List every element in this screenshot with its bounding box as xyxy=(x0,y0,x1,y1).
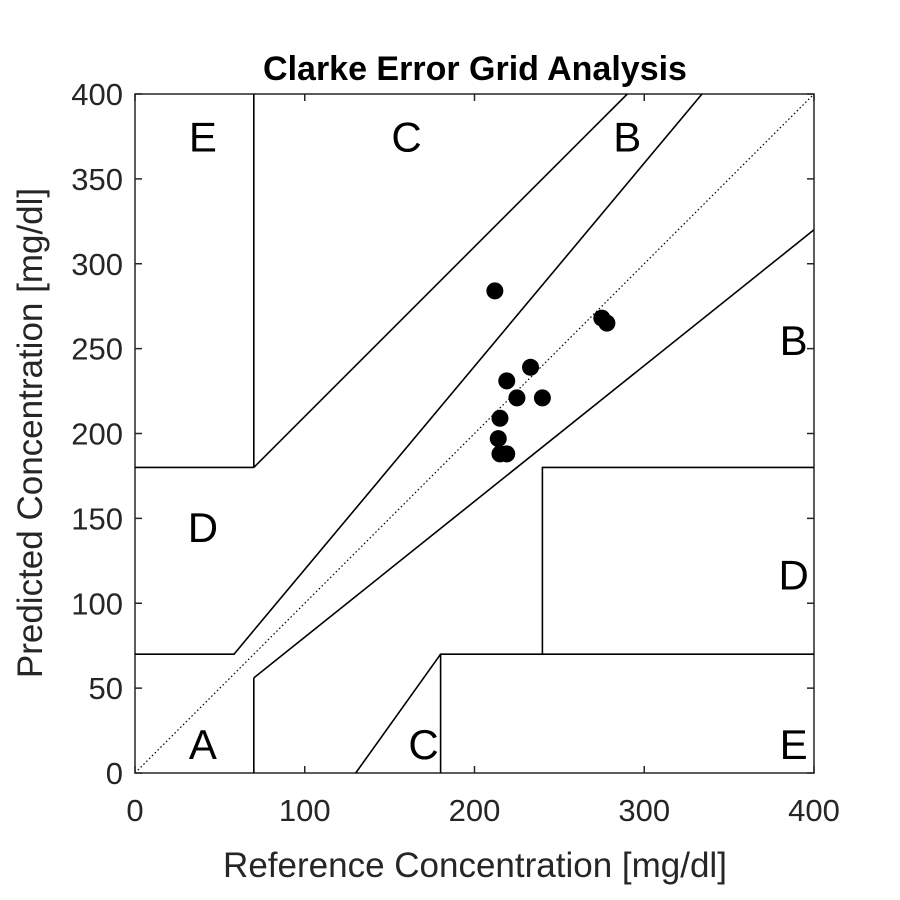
zone-labels: E C B B D D A C E xyxy=(188,113,809,768)
data-point-10 xyxy=(598,314,616,332)
y-tick-label-0: 0 xyxy=(106,756,123,791)
data-point-0 xyxy=(486,282,504,300)
y-tick-label-200: 200 xyxy=(71,417,123,452)
y-tick-label-300: 300 xyxy=(71,247,123,282)
x-tick-label-400: 400 xyxy=(788,793,840,828)
y-tick-label-150: 150 xyxy=(71,501,123,536)
y-tick-label-350: 350 xyxy=(71,162,123,197)
y-tick-label-400: 400 xyxy=(71,77,123,112)
data-point-4 xyxy=(533,389,551,407)
zone-label-c-7: C xyxy=(408,721,438,768)
x-tick-label-0: 0 xyxy=(126,793,143,828)
b-lower-boundary xyxy=(253,229,815,679)
zone-label-c-1: C xyxy=(391,113,421,160)
data-point-8 xyxy=(498,445,516,463)
zone-label-d-4: D xyxy=(188,504,218,551)
y-axis: 0 50 100 150 200 250 300 350 400 xyxy=(71,77,814,791)
zone-label-a-6: A xyxy=(189,721,217,768)
data-point-6 xyxy=(489,430,507,448)
x-tick-label-200: 200 xyxy=(449,793,501,828)
d-lower-right-box xyxy=(541,466,814,655)
y-axis-label: Predicted Concentration [mg/dl] xyxy=(11,188,50,678)
data-point-2 xyxy=(498,372,516,390)
x-axis-label: Reference Concentration [mg/dl] xyxy=(223,846,727,885)
zone-label-e-0: E xyxy=(189,113,217,160)
a-upper-horizontal xyxy=(135,629,255,656)
c-upper-boundary xyxy=(253,93,628,468)
x-axis: 0 100 200 300 400 xyxy=(126,94,840,828)
y-tick-label-250: 250 xyxy=(71,332,123,367)
data-point-3 xyxy=(508,389,526,407)
zone-boundaries xyxy=(134,93,815,774)
chart-title: Clarke Error Grid Analysis xyxy=(263,50,687,88)
zone-label-d-5: D xyxy=(778,551,808,598)
zone-label-b-2: B xyxy=(613,113,641,160)
zone-label-e-8: E xyxy=(780,721,808,768)
y-tick-label-100: 100 xyxy=(71,586,123,621)
data-point-1 xyxy=(522,358,540,376)
identity-line xyxy=(134,93,815,774)
y-tick-label-50: 50 xyxy=(89,671,123,706)
zone-label-b-3: B xyxy=(780,317,808,364)
x-tick-label-300: 300 xyxy=(618,793,670,828)
data-point-5 xyxy=(491,409,509,427)
c-lower-boundary xyxy=(355,653,442,774)
b-upper-boundary xyxy=(253,93,703,631)
x-tick-label-100: 100 xyxy=(279,793,331,828)
e-lower-right-box xyxy=(439,653,814,773)
data-points xyxy=(486,282,616,463)
